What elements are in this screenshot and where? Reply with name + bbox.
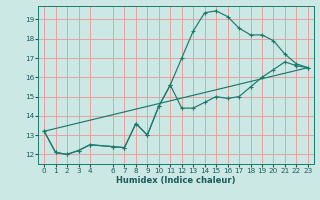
X-axis label: Humidex (Indice chaleur): Humidex (Indice chaleur) <box>116 176 236 185</box>
